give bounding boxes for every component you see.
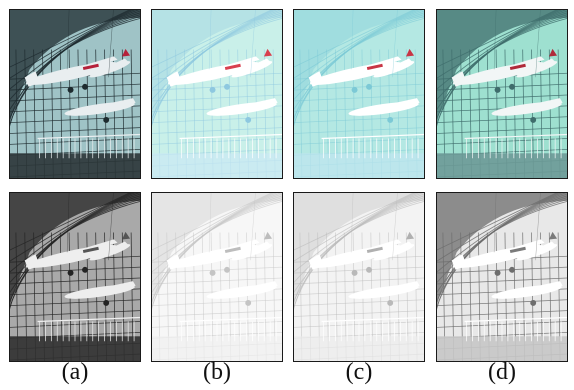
hangar-scene bbox=[294, 193, 424, 361]
image-panel-d-grayscale bbox=[436, 192, 568, 362]
image-panel-a-grayscale bbox=[9, 192, 141, 362]
image-panel-c-grayscale bbox=[293, 192, 425, 362]
caption-b: (b) bbox=[203, 359, 231, 385]
hangar-scene bbox=[10, 10, 140, 178]
hangar-scene bbox=[437, 10, 567, 178]
caption-c: (c) bbox=[345, 359, 373, 385]
hangar-scene bbox=[294, 10, 424, 178]
image-panel-c-color bbox=[293, 9, 425, 179]
hangar-scene bbox=[152, 193, 282, 361]
image-panel-a-color bbox=[9, 9, 141, 179]
caption-a: (a) bbox=[61, 359, 89, 385]
hangar-scene bbox=[152, 10, 282, 178]
image-panel-b-grayscale bbox=[151, 192, 283, 362]
caption-d: (d) bbox=[488, 359, 516, 385]
hangar-scene bbox=[437, 193, 567, 361]
hangar-scene bbox=[10, 193, 140, 361]
image-panel-d-color bbox=[436, 9, 568, 179]
image-panel-b-color bbox=[151, 9, 283, 179]
